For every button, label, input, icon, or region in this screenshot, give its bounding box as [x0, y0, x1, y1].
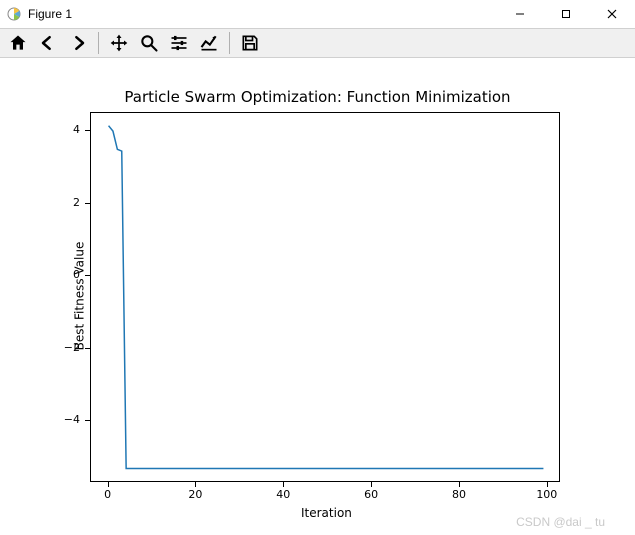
home-icon[interactable] [4, 30, 32, 56]
y-tick-label: −4 [64, 413, 80, 426]
x-tick-label: 40 [276, 488, 290, 501]
zoom-icon[interactable] [135, 30, 163, 56]
watermark: CSDN @dai _ tu [516, 515, 605, 529]
toolbar-separator [229, 32, 230, 54]
x-tick-mark [108, 482, 109, 487]
y-tick-mark [85, 203, 90, 204]
x-tick-mark [283, 482, 284, 487]
window-titlebar: Figure 1 [0, 0, 635, 28]
x-tick-label: 20 [188, 488, 202, 501]
back-icon[interactable] [34, 30, 62, 56]
figure-area: Particle Swarm Optimization: Function Mi… [0, 58, 635, 535]
toolbar-separator [98, 32, 99, 54]
forward-icon[interactable] [64, 30, 92, 56]
x-axis-label: Iteration [301, 506, 352, 520]
x-tick-label: 100 [536, 488, 557, 501]
x-tick-label: 0 [104, 488, 111, 501]
maximize-button[interactable] [543, 0, 589, 28]
y-tick-mark [85, 130, 90, 131]
y-axis-label: Best Fitness Value [72, 242, 86, 351]
x-tick-mark [371, 482, 372, 487]
x-tick-mark [547, 482, 548, 487]
window-title: Figure 1 [28, 7, 72, 21]
x-tick-mark [195, 482, 196, 487]
line-series [91, 113, 561, 483]
configure-icon[interactable] [165, 30, 193, 56]
y-tick-mark [85, 420, 90, 421]
chart-title: Particle Swarm Optimization: Function Mi… [0, 88, 635, 106]
plot-box [90, 112, 560, 482]
edit-icon[interactable] [195, 30, 223, 56]
x-tick-label: 60 [364, 488, 378, 501]
save-icon[interactable] [236, 30, 264, 56]
matplotlib-toolbar [0, 28, 635, 58]
minimize-button[interactable] [497, 0, 543, 28]
y-tick-label: 4 [73, 123, 80, 136]
app-icon [6, 6, 22, 22]
x-tick-mark [459, 482, 460, 487]
pan-icon[interactable] [105, 30, 133, 56]
close-button[interactable] [589, 0, 635, 28]
y-tick-label: 2 [73, 196, 80, 209]
x-tick-label: 80 [452, 488, 466, 501]
